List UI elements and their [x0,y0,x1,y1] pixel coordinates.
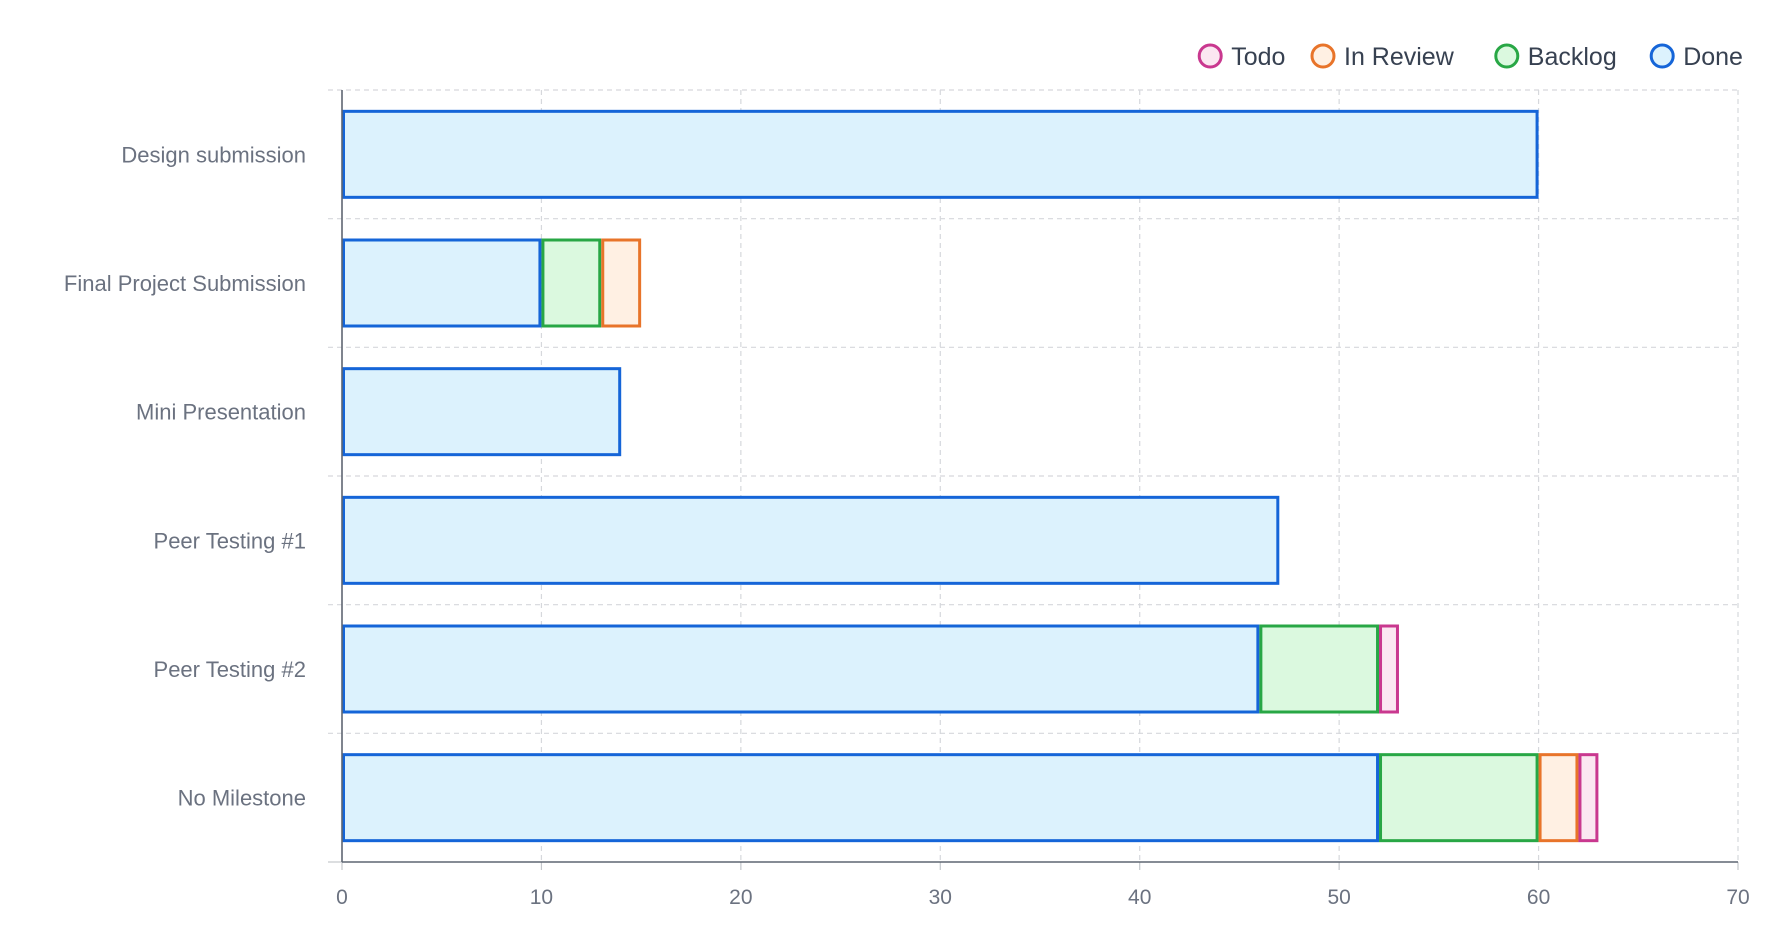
bar-backlog[interactable] [1259,624,1380,714]
bar-done[interactable] [342,495,1280,585]
legend-label: Backlog [1528,43,1617,71]
legend-marker [1310,43,1336,69]
x-tick-label: 40 [1128,886,1151,909]
bar-todo[interactable] [1379,624,1399,714]
x-tick-label: 20 [729,886,752,909]
legend-item-backlog[interactable]: Backlog [1494,43,1617,71]
bar-done[interactable] [342,367,622,457]
category-label: Peer Testing #2 [154,657,306,682]
legend-marker [1649,43,1675,69]
bar-done[interactable] [342,109,1539,199]
bars [342,109,1599,843]
x-tick-label: 70 [1726,886,1749,909]
x-tick-label: 50 [1327,886,1350,909]
category-label: Mini Presentation [136,400,306,425]
axes [328,90,1739,870]
bar-done[interactable] [342,753,1380,843]
legend-item-todo[interactable]: Todo [1197,43,1285,71]
x-tick-labels: 0 10 20 30 40 50 60 70 [336,886,1750,909]
category-labels: Design submission Final Project Submissio… [64,142,306,810]
x-tick-label: 60 [1527,886,1550,909]
bar-in-review[interactable] [1538,753,1579,843]
legend-label: Done [1683,43,1743,71]
grid-lines [328,89,1739,862]
legend-marker [1197,43,1223,69]
category-label: No Milestone [178,786,306,811]
x-tick-label: 30 [929,886,952,909]
legend-label: In Review [1344,43,1455,71]
legend[interactable]: Todo In Review Backlog Done [1197,43,1743,71]
bar-done[interactable] [342,238,542,328]
legend-item-in-review[interactable]: In Review [1310,43,1455,71]
legend-marker [1494,43,1520,69]
x-tick-label: 0 [336,886,348,909]
bar-backlog[interactable] [541,238,602,328]
legend-item-done[interactable]: Done [1649,43,1743,71]
x-tick-label: 10 [530,886,553,909]
bar-backlog[interactable] [1379,753,1539,843]
bar-in-review[interactable] [601,238,642,328]
bar-todo[interactable] [1578,753,1599,843]
category-label: Peer Testing #1 [154,528,306,553]
legend-label: Todo [1231,43,1285,71]
category-label: Final Project Submission [64,271,306,296]
bar-done[interactable] [342,624,1260,714]
category-label: Design submission [121,142,306,167]
